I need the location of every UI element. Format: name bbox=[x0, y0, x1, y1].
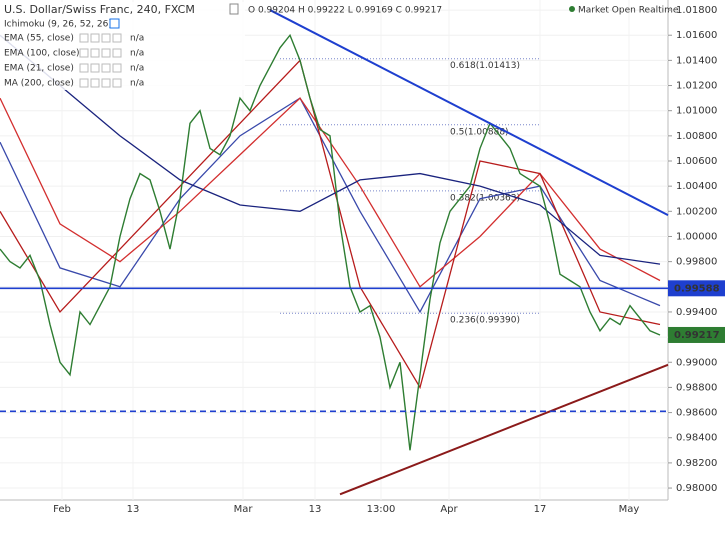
level-tag-label: 0.99588 bbox=[674, 283, 720, 294]
x-tick-label: May bbox=[619, 504, 640, 515]
legend-button[interactable] bbox=[112, 78, 122, 88]
y-tick-label: 0.98800 bbox=[676, 382, 717, 393]
y-tick-label: 0.98400 bbox=[676, 433, 717, 444]
legend-value: n/a bbox=[130, 49, 144, 59]
legend-button[interactable] bbox=[90, 48, 100, 58]
moving-average bbox=[0, 59, 661, 390]
legend-value: n/a bbox=[130, 34, 144, 44]
legend-button[interactable] bbox=[101, 78, 111, 88]
y-tick-label: 0.98200 bbox=[676, 458, 717, 469]
legend-button[interactable] bbox=[101, 48, 111, 58]
x-tick-label: 13 bbox=[127, 504, 140, 515]
y-tick-label: 1.00600 bbox=[676, 156, 717, 167]
fib-label: 0.618(1.01413) bbox=[450, 61, 520, 71]
x-tick-label: 13 bbox=[309, 504, 322, 515]
trendline bbox=[339, 363, 669, 496]
legend-backdrop bbox=[0, 2, 245, 90]
y-tick-label: 1.01000 bbox=[676, 106, 717, 117]
y-tick-label: 0.99000 bbox=[676, 357, 717, 368]
y-tick-label: 1.00400 bbox=[676, 181, 717, 192]
y-tick-label: 0.99400 bbox=[676, 307, 717, 318]
legend-button[interactable] bbox=[79, 48, 89, 58]
legend-button[interactable] bbox=[90, 63, 100, 73]
legend-button[interactable] bbox=[79, 63, 89, 73]
legend-label: EMA (100, close) bbox=[4, 49, 80, 59]
legend-button[interactable] bbox=[112, 63, 122, 73]
x-tick-label: 13:00 bbox=[367, 504, 396, 515]
close-button[interactable] bbox=[229, 3, 239, 15]
legend-label: EMA (21, close) bbox=[4, 64, 74, 74]
legend-button[interactable] bbox=[79, 33, 89, 43]
fib-label: 0.236(0.99390) bbox=[450, 316, 520, 326]
y-tick-label: 0.98600 bbox=[676, 408, 717, 419]
moving-average bbox=[0, 97, 661, 288]
x-tick-label: Mar bbox=[234, 504, 254, 515]
y-tick-label: 0.98000 bbox=[676, 483, 717, 494]
legend-value: n/a bbox=[130, 79, 144, 89]
legend-button[interactable] bbox=[79, 78, 89, 88]
y-tick-label: 1.00000 bbox=[676, 231, 717, 242]
x-tick-label: 17 bbox=[534, 504, 547, 515]
legend-button[interactable] bbox=[90, 78, 100, 88]
x-tick-label: Apr bbox=[440, 504, 458, 515]
chart-title: U.S. Dollar/Swiss Franc, 240, FXCM bbox=[4, 3, 195, 16]
y-tick-label: 1.01800 bbox=[676, 5, 717, 16]
fib-label: 0.5(1.00888) bbox=[450, 127, 509, 137]
y-tick-label: 1.00200 bbox=[676, 206, 717, 217]
legend-button[interactable] bbox=[90, 33, 100, 43]
y-tick-label: 1.01200 bbox=[676, 81, 717, 92]
moving-average bbox=[0, 34, 661, 265]
x-tick-label: Feb bbox=[53, 504, 71, 515]
last-price-tag bbox=[668, 326, 725, 343]
legend-label: MA (200, close) bbox=[4, 79, 74, 89]
legend-label: EMA (55, close) bbox=[4, 34, 74, 44]
y-tick-label: 1.01400 bbox=[676, 55, 717, 66]
legend-button[interactable] bbox=[112, 48, 122, 58]
indicator-label: Ichimoku (9, 26, 52, 26) bbox=[4, 20, 112, 30]
level-tag bbox=[668, 280, 725, 297]
y-tick-label: 1.00800 bbox=[676, 131, 717, 142]
ohlc: O 0.99204 H 0.99222 L 0.99169 C 0.99217 bbox=[248, 6, 442, 16]
status-dot bbox=[569, 6, 575, 12]
plot: 0.618(1.01413)0.5(1.00888)0.382(1.00363)… bbox=[0, 0, 669, 500]
y-tick-label: 0.99800 bbox=[676, 257, 717, 268]
legend-button[interactable] bbox=[101, 33, 111, 43]
price-line bbox=[0, 33, 661, 451]
legend-button[interactable] bbox=[112, 33, 122, 43]
y-tick-label: 1.01600 bbox=[676, 30, 717, 41]
indicator-settings[interactable] bbox=[109, 18, 120, 29]
market-status: Market Open Realtime bbox=[578, 6, 679, 16]
trendline bbox=[269, 9, 669, 216]
legend-button[interactable] bbox=[101, 63, 111, 73]
legend-value: n/a bbox=[130, 64, 144, 74]
last-price-label: 0.99217 bbox=[674, 330, 720, 341]
